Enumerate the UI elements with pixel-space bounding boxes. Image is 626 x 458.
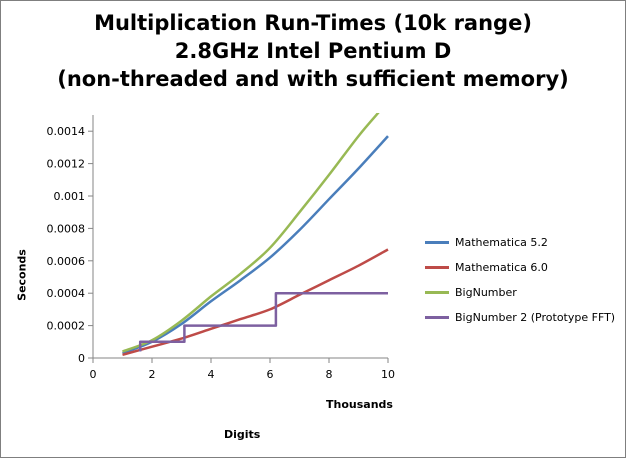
series-line-2: [122, 248, 389, 357]
y-tick-label: 0.0008: [47, 222, 86, 235]
y-tick-label: 0.0012: [47, 158, 86, 171]
y-tick-label: 0.0014: [47, 125, 86, 138]
legend-label: Mathematica 6.0: [455, 260, 548, 274]
series-line-4: [138, 291, 388, 352]
chart-title-line-3: (non-threaded and with sufficient memory…: [57, 67, 569, 91]
x-axis-title: Thousands: [326, 398, 393, 411]
x-tick-label: 6: [267, 368, 274, 381]
y-axis-title: Seconds: [15, 249, 29, 301]
y-tick-label: 0: [78, 352, 85, 365]
x-tick-label: 0: [90, 368, 97, 381]
y-tick-label: 0.0006: [47, 255, 86, 268]
legend-swatch: [425, 315, 449, 319]
legend-item: BigNumber: [425, 284, 517, 300]
legend-item: Mathematica 5.2: [425, 234, 548, 250]
legend-label: BigNumber: [455, 285, 517, 299]
x-tick-label: 8: [326, 368, 333, 381]
x-tick-label: 10: [381, 368, 395, 381]
legend-item: Mathematica 6.0: [425, 259, 548, 275]
chart-title-line-2: 2.8GHz Intel Pentium D: [174, 39, 452, 63]
series-line-1: [122, 135, 389, 355]
legend-label: Mathematica 5.2: [455, 235, 548, 249]
y-tick-label: 0.0002: [47, 320, 86, 333]
chart-title-line-1: Multiplication Run-Times (10k range): [94, 11, 532, 35]
legend-item: BigNumber 2 (Prototype FFT): [425, 309, 615, 325]
legend-swatch: [425, 290, 449, 294]
x-tick-label: 4: [208, 368, 215, 381]
y-tick-label: 0.001: [54, 190, 86, 203]
y-tick-label: 0.0004: [47, 287, 86, 300]
x-tick-label: 2: [149, 368, 156, 381]
x-axis-secondary-title: Digits: [224, 428, 261, 441]
legend-swatch: [425, 240, 449, 244]
legend-swatch: [425, 265, 449, 269]
legend-label: BigNumber 2 (Prototype FFT): [455, 310, 616, 324]
series-line-3: [122, 113, 380, 353]
